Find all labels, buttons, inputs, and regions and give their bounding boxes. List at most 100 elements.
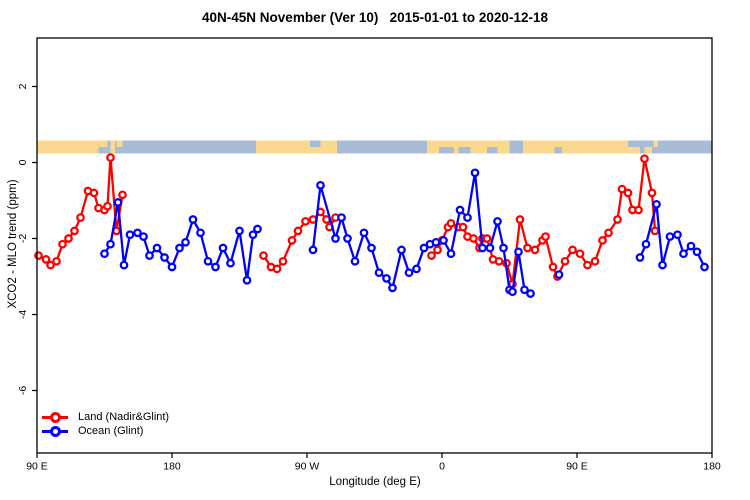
data-point (515, 215, 525, 224)
y-axis: 2 0 -2 -4 -6 (17, 83, 37, 395)
map-band-ocean-segment (439, 147, 454, 154)
ocean-series (100, 168, 709, 298)
data-point (673, 230, 682, 240)
y-axis-label: XCO2 - MLO trend (ppm) (7, 179, 19, 309)
data-point (367, 243, 376, 253)
map-band-land-segment (110, 140, 115, 154)
y-tick-label: 0 (17, 159, 29, 165)
data-point (520, 285, 529, 295)
data-point (58, 239, 67, 249)
map-band-ocean-segment (337, 140, 427, 154)
data-point (692, 247, 702, 257)
data-point (478, 243, 487, 253)
data-point (650, 226, 660, 236)
data-point (598, 236, 607, 245)
map-band-ocean-segment (554, 147, 562, 154)
data-point (548, 262, 558, 272)
map-band-land-segment (523, 140, 640, 154)
map-band-ocean-segment (458, 147, 471, 154)
data-point (308, 245, 318, 255)
data-point (70, 226, 79, 236)
data-point (458, 222, 468, 232)
y-tick-label: -4 (17, 310, 29, 319)
data-point (175, 243, 184, 253)
data-point (679, 249, 688, 259)
series-line (103, 171, 706, 295)
x-axis-label: Longitude (deg E) (329, 476, 421, 488)
data-point (635, 253, 645, 262)
data-point (469, 234, 478, 243)
data-point (658, 260, 667, 270)
map-band-ocean-segment (310, 140, 321, 147)
data-point (388, 283, 397, 293)
data-point (617, 184, 627, 194)
data-point (526, 289, 535, 298)
data-point (196, 228, 205, 238)
data-point (106, 239, 115, 249)
plot-box (36, 37, 713, 454)
data-point (590, 256, 600, 266)
data-point (568, 245, 577, 255)
map-band-ocean-segment (628, 140, 640, 147)
data-point (337, 213, 346, 222)
data-point (316, 180, 325, 190)
data-point (652, 199, 661, 209)
data-point (508, 287, 517, 297)
legend-label-land: Land (Nadir&Glint) (78, 411, 170, 423)
data-point (145, 251, 154, 260)
data-point (604, 228, 613, 238)
data-point (133, 228, 142, 238)
data-point (253, 224, 262, 234)
data-point (482, 234, 492, 243)
x-tick-label: 180 (703, 461, 721, 473)
map-band-ocean-segment (487, 147, 498, 154)
data-point (455, 205, 465, 215)
data-point (203, 256, 213, 266)
data-point (647, 188, 657, 198)
y-tick-label: 2 (17, 83, 29, 89)
map-band-land-segment (644, 147, 652, 154)
data-point (523, 243, 532, 253)
data-point (514, 247, 523, 257)
data-point (613, 215, 622, 224)
data-point (293, 226, 303, 236)
data-point (560, 256, 570, 266)
data-point (278, 256, 288, 266)
data-point (634, 205, 643, 215)
y-tick-label: -6 (17, 386, 29, 395)
data-point (359, 228, 369, 238)
data-point (211, 262, 220, 272)
data-point (485, 243, 495, 253)
data-point (167, 262, 177, 272)
data-point (89, 188, 99, 198)
x-tick-label: 90 W (295, 461, 320, 473)
data-point (287, 236, 297, 245)
map-band-land-segment (116, 140, 123, 147)
data-point (583, 260, 592, 270)
data-point (118, 190, 127, 200)
data-point (412, 264, 421, 274)
data-point (125, 230, 135, 240)
data-point (160, 253, 169, 262)
data-point (499, 243, 508, 253)
x-tick-label: 90 E (26, 461, 48, 473)
y-tick-label: -2 (17, 234, 29, 243)
data-point (119, 260, 129, 270)
map-band (37, 140, 712, 154)
data-point (235, 226, 244, 236)
data-point (64, 234, 73, 243)
map-band-land-segment (653, 140, 658, 147)
ocean-series-marker-icon (42, 425, 68, 437)
data-point (575, 249, 585, 259)
data-point (641, 239, 651, 249)
land-series-marker-icon (42, 411, 68, 423)
x-tick-label: 90 E (566, 461, 588, 473)
legend-label-ocean: Ocean (Glint) (78, 425, 144, 437)
data-point (152, 243, 162, 253)
data-point (493, 217, 502, 226)
data-point (242, 275, 252, 285)
data-point (419, 243, 429, 253)
data-point (331, 234, 340, 243)
